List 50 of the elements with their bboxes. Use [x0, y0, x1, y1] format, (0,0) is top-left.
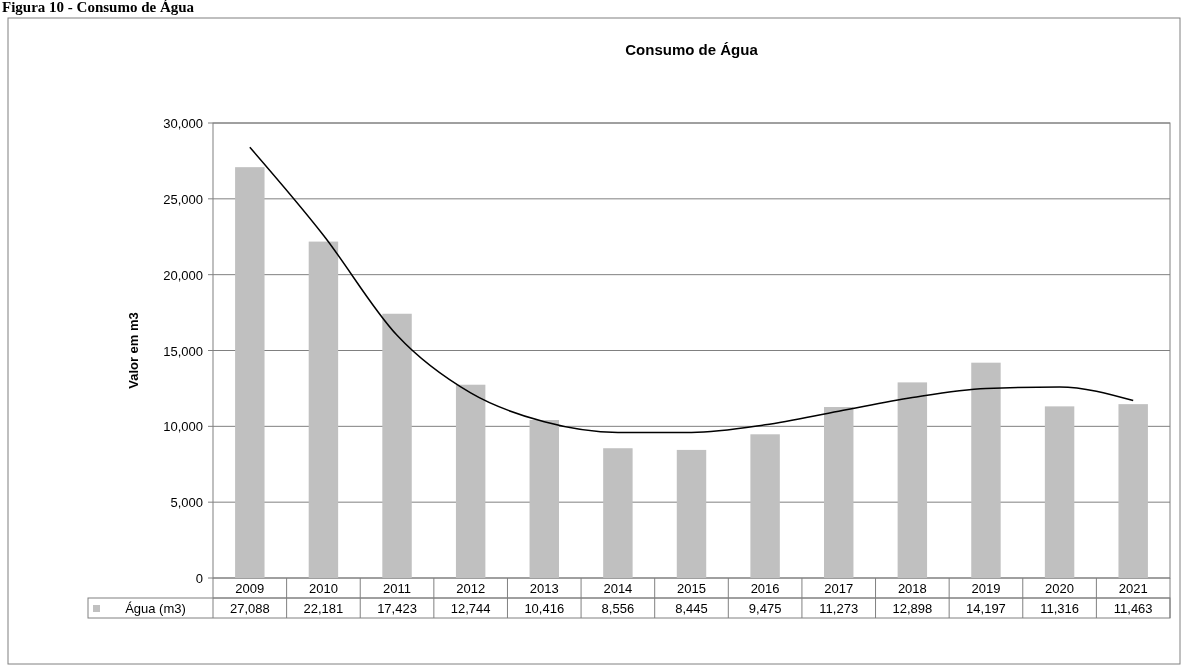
- data-label: 11,463: [1113, 601, 1153, 616]
- y-tick-label: 30,000: [163, 116, 203, 131]
- x-tick-label: 2016: [750, 581, 780, 596]
- x-tick-label: 2019: [971, 581, 1001, 596]
- bar: [1118, 404, 1148, 578]
- bar: [529, 420, 559, 578]
- data-label: 17,423: [377, 601, 417, 616]
- data-label: 10,416: [524, 601, 565, 616]
- bar: [897, 382, 928, 578]
- y-tick-label: 15,000: [163, 343, 203, 359]
- y-tick-label: 10,000: [163, 419, 203, 435]
- x-tick-label: 2018: [897, 581, 927, 596]
- y-tick-label: 20,000: [163, 267, 203, 283]
- bar: [750, 434, 780, 578]
- bar: [382, 313, 412, 578]
- y-tick-label: 5,000: [170, 495, 203, 511]
- x-tick-label: 2009: [235, 581, 265, 596]
- data-label: 12,744: [450, 601, 491, 616]
- y-axis-title: Valor em m3: [126, 312, 141, 389]
- chart-title: Consumo de Água: [625, 41, 759, 58]
- data-label: 11,316: [1040, 601, 1079, 616]
- data-label: 8,445: [675, 601, 708, 616]
- x-tick-label: 2017: [824, 581, 854, 596]
- x-tick-label: 2013: [529, 581, 559, 596]
- bar: [308, 241, 339, 578]
- data-label: 27,088: [229, 601, 270, 616]
- data-label: 14,197: [966, 601, 1006, 616]
- bar: [235, 167, 265, 578]
- data-label: 11,273: [819, 601, 859, 616]
- bar: [971, 362, 1001, 578]
- data-label: 9,475: [748, 601, 782, 616]
- x-tick-label: 2011: [383, 581, 412, 596]
- data-label: 22,181: [303, 601, 344, 616]
- bar: [824, 407, 854, 578]
- data-label: 8,556: [601, 601, 635, 616]
- data-label: 12,898: [892, 601, 933, 616]
- y-tick-label: 0: [195, 571, 203, 586]
- bar: [455, 384, 486, 578]
- x-tick-label: 2010: [308, 581, 338, 596]
- x-tick-label: 2020: [1045, 581, 1075, 596]
- x-tick-label: 2012: [456, 581, 486, 596]
- bar: [1044, 406, 1075, 578]
- y-tick-label: 25,000: [163, 191, 203, 207]
- bar: [676, 449, 707, 578]
- legend-label: Água (m3): [125, 601, 186, 616]
- x-tick-label: 2014: [603, 581, 633, 596]
- x-tick-label: 2021: [1118, 581, 1148, 596]
- x-tick-label: 2015: [677, 581, 706, 596]
- bar: [603, 448, 633, 578]
- line-series: [249, 146, 1134, 434]
